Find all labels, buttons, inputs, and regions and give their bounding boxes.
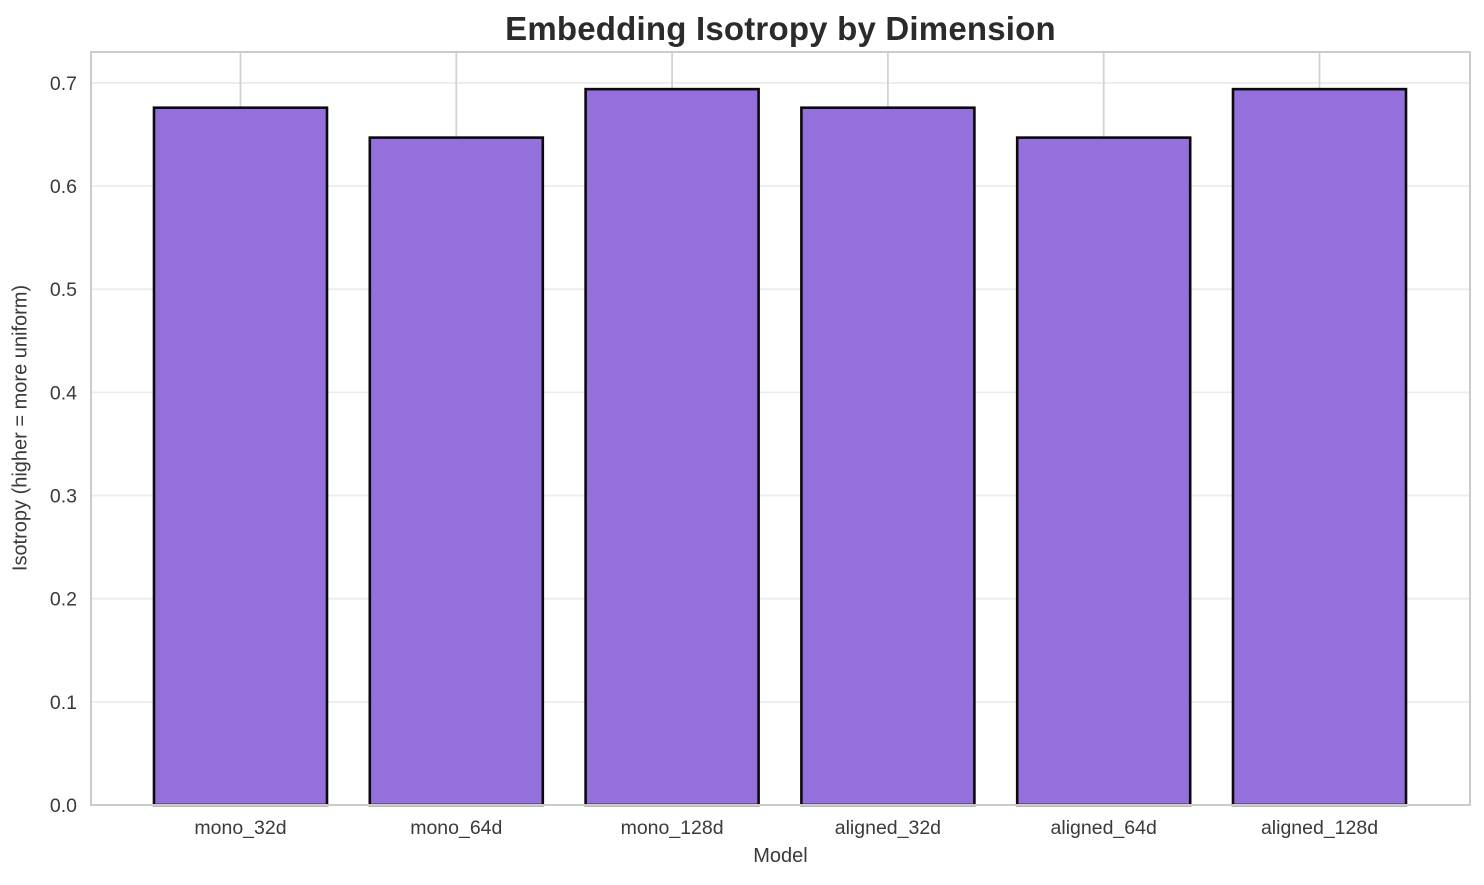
y-tick-label: 0.3 [50, 486, 77, 508]
y-tick-label: 0.1 [50, 692, 77, 714]
x-tick-label: aligned_64d [1051, 817, 1157, 839]
x-tick-label: mono_64d [410, 817, 502, 839]
bar-mono_128d [584, 87, 760, 807]
x-tick-label: mono_128d [621, 817, 724, 839]
chart-title: Embedding Isotropy by Dimension [505, 10, 1056, 47]
x-axis-label: Model [753, 845, 808, 867]
y-tick-label: 0.5 [50, 279, 77, 301]
y-tick-label: 0.2 [50, 589, 77, 611]
y-tick-label: 0.0 [50, 795, 77, 817]
bar-mono_64d [368, 136, 545, 807]
x-tick-label: aligned_32d [835, 817, 941, 839]
bar-aligned_128d [1231, 87, 1408, 807]
x-tick-label: mono_32d [194, 817, 286, 839]
axes-frame [90, 51, 1471, 806]
bar-aligned_32d [800, 106, 976, 807]
y-tick-label: 0.7 [50, 73, 77, 95]
y-tick-label: 0.4 [50, 382, 77, 404]
x-tick-label: aligned_128d [1261, 817, 1378, 839]
y-tick-label: 0.6 [50, 176, 77, 198]
y-axis-label: Isotropy (higher = more uniform) [9, 284, 32, 572]
bar-aligned_64d [1015, 136, 1192, 807]
bar-mono_32d [152, 106, 329, 807]
